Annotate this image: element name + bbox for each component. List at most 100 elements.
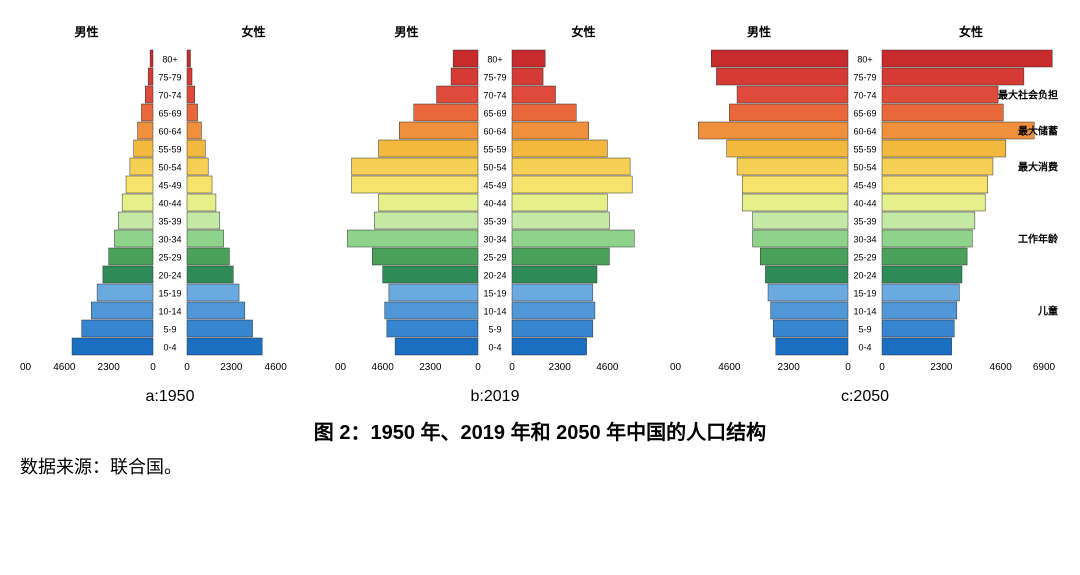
female-bar — [512, 158, 630, 175]
age-label: 65-69 — [158, 109, 181, 119]
axis-tick: 0 — [475, 362, 481, 373]
male-bar — [97, 284, 153, 301]
female-bar — [187, 194, 216, 211]
age-label: 15-19 — [158, 289, 181, 299]
female-bar — [882, 212, 975, 229]
female-bar — [187, 140, 205, 157]
age-label: 65-69 — [483, 109, 506, 119]
male-bar — [453, 50, 478, 67]
age-label: 55-59 — [853, 145, 876, 155]
male-bar — [150, 50, 153, 67]
male-bar — [109, 248, 153, 265]
age-label: 20-24 — [158, 271, 181, 281]
male-bar — [776, 338, 848, 355]
panel-label-c: c:2050 — [670, 388, 1060, 406]
female-bar — [187, 302, 245, 319]
female-bar — [187, 230, 224, 247]
female-bar — [882, 122, 1034, 139]
age-label: 40-44 — [483, 199, 506, 209]
female-bar — [187, 122, 201, 139]
age-label: 30-34 — [853, 235, 876, 245]
female-bar — [882, 140, 1006, 157]
age-label: 40-44 — [158, 199, 181, 209]
female-bar — [187, 158, 208, 175]
age-label: 0-4 — [488, 343, 501, 353]
male-bar — [379, 140, 478, 157]
pyramid-charts-row: 男性女性80+75-7970-7465-6960-6455-5950-5445-… — [20, 20, 1060, 406]
age-label: 25-29 — [158, 253, 181, 263]
age-label: 45-49 — [483, 181, 506, 191]
age-label: 60-64 — [483, 127, 506, 137]
age-label: 75-79 — [853, 73, 876, 83]
age-label: 30-34 — [483, 235, 506, 245]
age-label: 35-39 — [483, 217, 506, 227]
male-bar — [122, 194, 153, 211]
female-bar — [187, 320, 253, 337]
data-source-line: 数据来源：联合国。 — [20, 453, 1060, 479]
age-label: 30-34 — [158, 235, 181, 245]
male-bar — [82, 320, 153, 337]
male-bar — [148, 68, 153, 85]
male-bar — [729, 104, 848, 121]
axis-tick: 2300 — [778, 362, 801, 373]
pyramid-panel-a: 男性女性80+75-7970-7465-6960-6455-5950-5445-… — [20, 20, 320, 406]
female-bar — [187, 266, 233, 283]
female-bar — [512, 194, 607, 211]
axis-tick: 0 — [879, 362, 885, 373]
female-bar — [187, 68, 192, 85]
female-bar — [187, 212, 220, 229]
age-label: 5-9 — [163, 325, 176, 335]
annotation-label: 儿童 — [1037, 305, 1058, 318]
male-bar — [737, 86, 848, 103]
male-bar — [134, 140, 153, 157]
male-bar — [379, 194, 478, 211]
male-bar — [765, 266, 848, 283]
male-bar — [72, 338, 153, 355]
female-bar — [187, 104, 198, 121]
male-bar — [768, 284, 848, 301]
pyramid-panel-b: 男性女性80+75-7970-7465-6960-6455-5950-5445-… — [335, 20, 655, 406]
male-bar — [383, 266, 478, 283]
age-label: 65-69 — [853, 109, 876, 119]
female-bar — [187, 248, 229, 265]
axis-tick: 4600 — [53, 362, 76, 373]
age-label: 10-14 — [158, 307, 181, 317]
age-label: 25-29 — [853, 253, 876, 263]
male-bar — [716, 68, 848, 85]
axis-tick: 0 — [845, 362, 851, 373]
female-bar — [882, 266, 962, 283]
axis-tick: 2300 — [220, 362, 243, 373]
male-bar — [742, 176, 848, 193]
male-header: 男性 — [394, 24, 418, 39]
male-bar — [737, 158, 848, 175]
female-bar — [882, 230, 972, 247]
male-bar — [711, 50, 848, 67]
axis-tick: 6900 — [20, 362, 32, 373]
male-header: 男性 — [74, 24, 98, 39]
annotation-label: 工作年龄 — [1018, 233, 1059, 246]
female-bar — [882, 194, 985, 211]
male-bar — [352, 176, 478, 193]
annotation-label: 最大社会负担 — [998, 89, 1058, 102]
age-label: 0-4 — [163, 343, 176, 353]
male-bar — [698, 122, 848, 139]
age-label: 5-9 — [858, 325, 871, 335]
female-bar — [512, 68, 543, 85]
female-bar — [882, 104, 1003, 121]
female-bar — [512, 230, 634, 247]
female-bar — [882, 68, 1024, 85]
male-bar — [118, 212, 153, 229]
age-label: 15-19 — [853, 289, 876, 299]
axis-tick: 6900 — [335, 362, 347, 373]
female-bar — [512, 266, 597, 283]
male-bar — [141, 104, 153, 121]
age-label: 10-14 — [853, 307, 876, 317]
female-bar — [512, 50, 545, 67]
age-label: 75-79 — [483, 73, 506, 83]
axis-tick: 6900 — [1033, 362, 1056, 373]
age-label: 20-24 — [483, 271, 506, 281]
age-label: 5-9 — [488, 325, 501, 335]
age-label: 35-39 — [158, 217, 181, 227]
male-bar — [753, 230, 848, 247]
female-bar — [187, 50, 190, 67]
